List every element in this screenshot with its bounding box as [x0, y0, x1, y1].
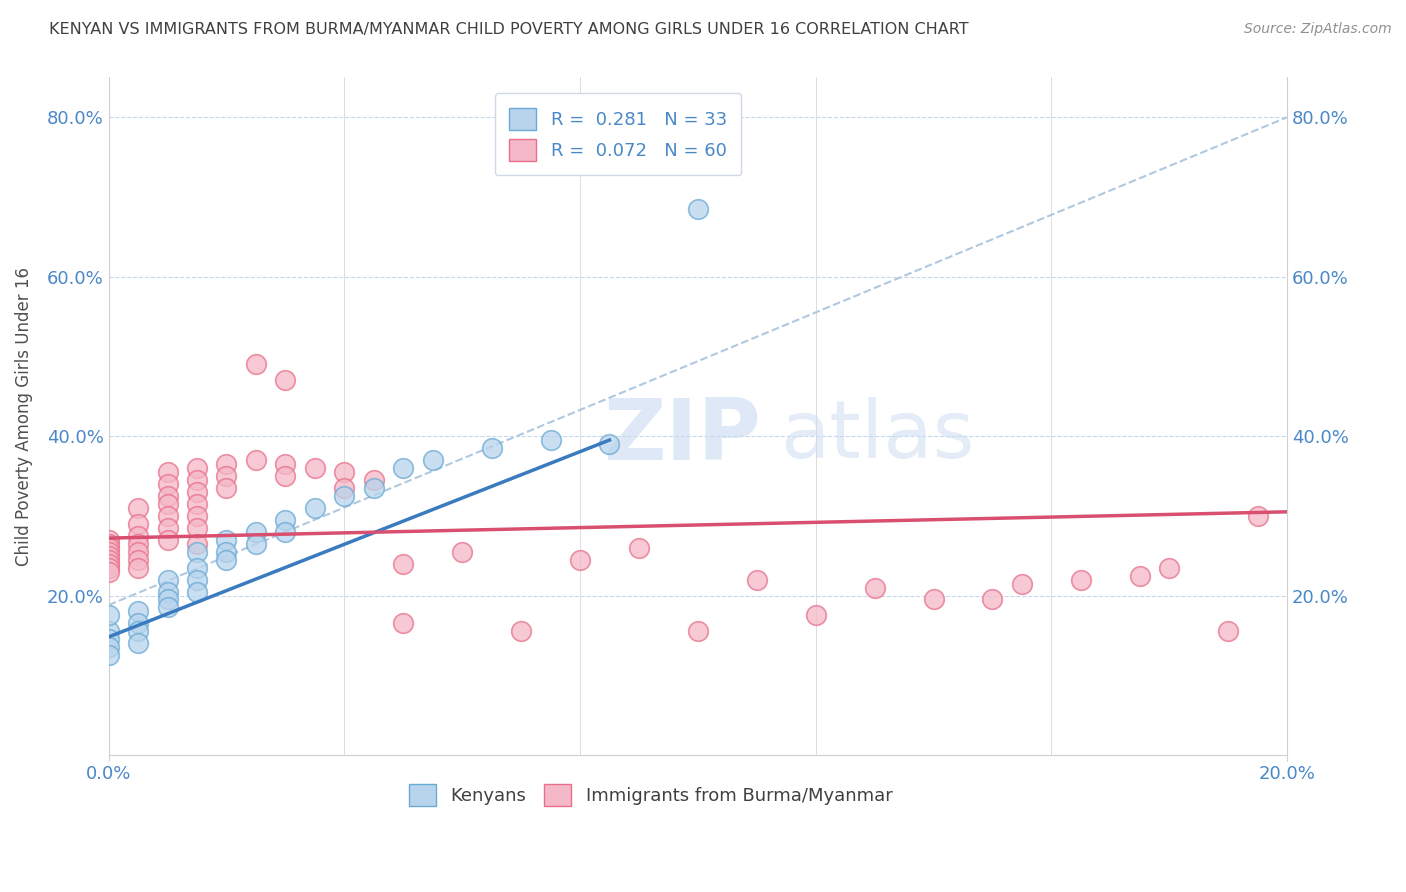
Point — [97, 549, 120, 563]
Point — [627, 541, 650, 555]
Point — [1129, 568, 1152, 582]
Point — [598, 437, 620, 451]
Point — [186, 508, 208, 523]
Point — [481, 441, 503, 455]
Point — [215, 533, 238, 547]
Point — [186, 584, 208, 599]
Point — [127, 529, 149, 543]
Point — [274, 373, 297, 387]
Point — [804, 608, 827, 623]
Point — [1246, 508, 1268, 523]
Point — [156, 489, 179, 503]
Point — [127, 624, 149, 639]
Point — [1159, 560, 1181, 574]
Point — [127, 516, 149, 531]
Point — [156, 497, 179, 511]
Point — [215, 552, 238, 566]
Point — [156, 533, 179, 547]
Point — [97, 544, 120, 558]
Point — [392, 616, 415, 631]
Point — [156, 584, 179, 599]
Point — [392, 557, 415, 571]
Point — [97, 541, 120, 555]
Point — [215, 469, 238, 483]
Point — [1011, 576, 1033, 591]
Text: atlas: atlas — [780, 398, 974, 475]
Point — [215, 457, 238, 471]
Point — [127, 500, 149, 515]
Point — [304, 461, 326, 475]
Point — [97, 533, 120, 547]
Legend: Kenyans, Immigrants from Burma/Myanmar: Kenyans, Immigrants from Burma/Myanmar — [402, 777, 900, 814]
Point — [422, 453, 444, 467]
Point — [451, 544, 474, 558]
Point — [127, 636, 149, 650]
Point — [127, 560, 149, 574]
Point — [186, 473, 208, 487]
Point — [540, 433, 562, 447]
Point — [1218, 624, 1240, 639]
Point — [363, 473, 385, 487]
Point — [186, 560, 208, 574]
Point — [333, 465, 356, 479]
Point — [97, 537, 120, 551]
Point — [686, 202, 709, 216]
Point — [333, 489, 356, 503]
Point — [186, 484, 208, 499]
Point — [333, 481, 356, 495]
Point — [745, 573, 768, 587]
Point — [127, 537, 149, 551]
Point — [97, 552, 120, 566]
Point — [863, 581, 886, 595]
Point — [274, 524, 297, 539]
Point — [569, 552, 592, 566]
Point — [97, 624, 120, 639]
Point — [245, 524, 267, 539]
Y-axis label: Child Poverty Among Girls Under 16: Child Poverty Among Girls Under 16 — [15, 267, 32, 566]
Point — [97, 557, 120, 571]
Point — [274, 457, 297, 471]
Point — [127, 616, 149, 631]
Point — [127, 604, 149, 618]
Point — [1070, 573, 1092, 587]
Point — [186, 544, 208, 558]
Point — [215, 544, 238, 558]
Point — [156, 465, 179, 479]
Point — [274, 469, 297, 483]
Point — [304, 500, 326, 515]
Point — [156, 521, 179, 535]
Text: ZIP: ZIP — [603, 395, 761, 478]
Point — [245, 357, 267, 371]
Point — [186, 521, 208, 535]
Point — [686, 624, 709, 639]
Point — [156, 508, 179, 523]
Point — [363, 481, 385, 495]
Point — [156, 573, 179, 587]
Point — [127, 544, 149, 558]
Point — [156, 477, 179, 491]
Point — [215, 481, 238, 495]
Point — [245, 537, 267, 551]
Point — [97, 632, 120, 647]
Point — [186, 497, 208, 511]
Point — [922, 592, 945, 607]
Point — [274, 513, 297, 527]
Point — [97, 640, 120, 655]
Point — [186, 537, 208, 551]
Point — [127, 552, 149, 566]
Point — [156, 600, 179, 615]
Point — [186, 573, 208, 587]
Point — [245, 453, 267, 467]
Point — [186, 461, 208, 475]
Point — [510, 624, 533, 639]
Point — [97, 648, 120, 663]
Text: KENYAN VS IMMIGRANTS FROM BURMA/MYANMAR CHILD POVERTY AMONG GIRLS UNDER 16 CORRE: KENYAN VS IMMIGRANTS FROM BURMA/MYANMAR … — [49, 22, 969, 37]
Point — [97, 608, 120, 623]
Point — [156, 592, 179, 607]
Point — [981, 592, 1004, 607]
Point — [97, 560, 120, 574]
Point — [392, 461, 415, 475]
Text: Source: ZipAtlas.com: Source: ZipAtlas.com — [1244, 22, 1392, 37]
Point — [97, 565, 120, 579]
